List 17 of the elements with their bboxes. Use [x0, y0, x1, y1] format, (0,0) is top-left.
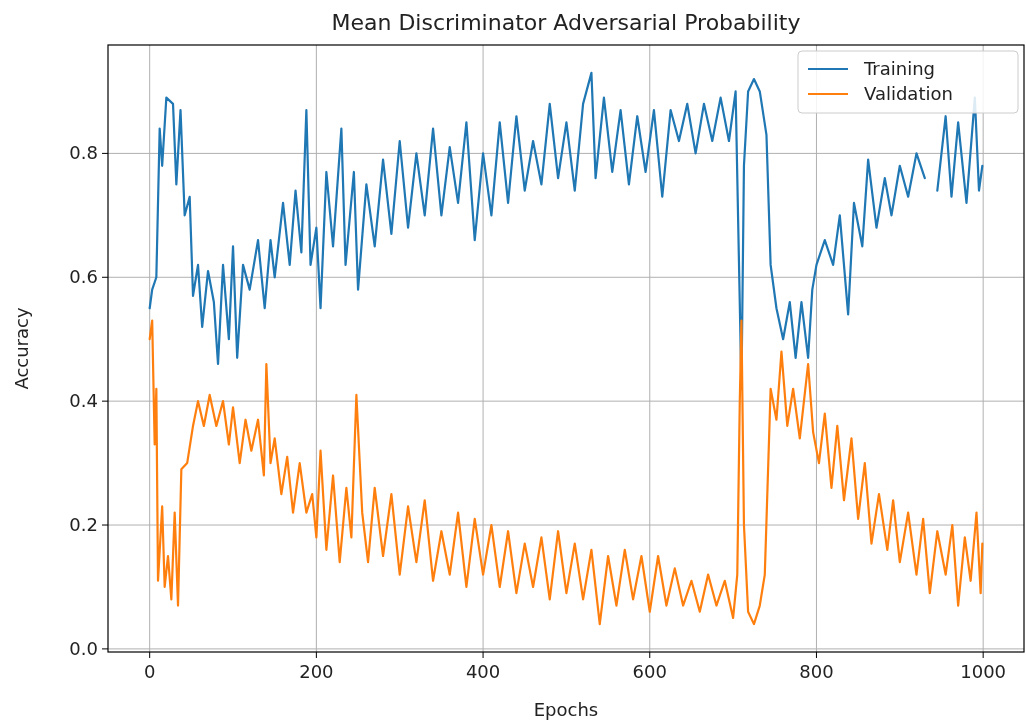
y-tick-label: 0.8	[69, 142, 98, 164]
y-axis-title: Accuracy	[11, 307, 32, 390]
y-tick-label: 0.0	[69, 637, 98, 659]
x-tick-label: 0	[143, 661, 156, 682]
y-tick-label: 0.6	[69, 266, 98, 288]
x-tick-label: 200	[299, 661, 334, 682]
line-series	[148, 319, 984, 626]
legend-label: Training	[863, 58, 936, 79]
x-tick-label: 1000	[960, 661, 1007, 682]
legend-label: Validation	[864, 83, 953, 104]
x-tick-label: 800	[799, 661, 834, 682]
x-axis-title: Epochs	[533, 699, 599, 720]
y-tick-label: 0.2	[69, 514, 98, 536]
chart-title: Mean Discriminator Adversarial Probability	[331, 10, 801, 35]
x-tick-label: 400	[465, 661, 501, 682]
y-tick-label: 0.4	[69, 390, 98, 412]
x-tick-label: 600	[632, 661, 667, 682]
